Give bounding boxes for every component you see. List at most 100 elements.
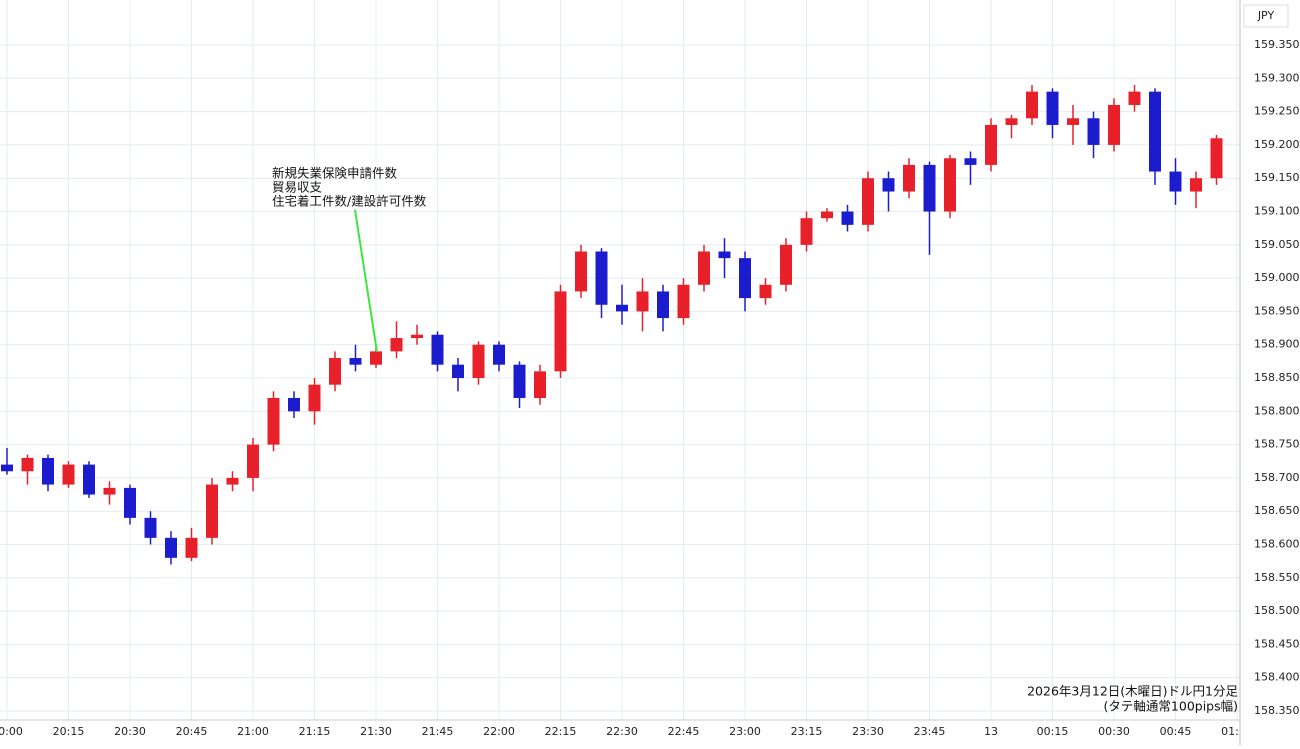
candle-body [677, 284, 690, 319]
candle-body [718, 251, 731, 259]
annotation-line [354, 209, 378, 353]
x-tick-label: 20:15 [53, 725, 85, 738]
candle-body [1149, 91, 1161, 172]
candle-body [882, 178, 895, 192]
candle-body [21, 457, 34, 472]
x-tick-label: 23:45 [914, 725, 946, 738]
candle-body [472, 344, 485, 379]
y-tick-label: 159.250 [1254, 105, 1300, 118]
candle-body [759, 284, 772, 299]
candle-body [739, 258, 751, 299]
y-tick-label: 158.600 [1254, 538, 1300, 551]
candle-body [493, 344, 505, 365]
annotation: 新規失業保険申請件数 [272, 166, 398, 181]
candle-body [1067, 118, 1079, 125]
y-tick-label: 158.850 [1254, 371, 1300, 384]
x-tick-label: 01:00 [1221, 725, 1253, 738]
y-tick-label: 159.000 [1254, 271, 1300, 284]
candle-body [124, 487, 136, 518]
candle-body [226, 477, 239, 485]
candle-body [165, 537, 177, 558]
x-tick-label: 00:15 [1037, 725, 1069, 738]
annotation: 住宅着工件数/建設許可件数 [272, 194, 427, 209]
candle-body [206, 484, 218, 538]
candle-body [42, 457, 54, 485]
candle-body [780, 244, 792, 285]
candle-body [62, 464, 75, 485]
y-tick-label: 158.950 [1254, 304, 1300, 317]
candle-body [431, 334, 444, 365]
candle-body [985, 124, 997, 165]
x-tick-label: 13 [984, 725, 998, 738]
x-tick-label: 22:15 [545, 725, 577, 738]
candle-body [1108, 104, 1120, 145]
candles [1, 84, 1223, 565]
x-tick-label: 20:45 [176, 725, 208, 738]
y-tick-label: 159.050 [1254, 238, 1300, 251]
x-tick-label: 22:45 [668, 725, 700, 738]
candle-body [1, 464, 13, 472]
y-tick-label: 158.750 [1254, 438, 1300, 451]
candle-body [83, 464, 95, 495]
candle-body [103, 487, 116, 495]
candle-body [513, 364, 526, 398]
currency: JPY [1257, 9, 1275, 22]
candle-body [370, 351, 382, 365]
y-tick-label: 159.300 [1254, 71, 1300, 84]
y-tick-label: 159.200 [1254, 138, 1300, 151]
candle-body [1026, 91, 1038, 119]
candle-body [923, 164, 936, 212]
candle-body [411, 334, 423, 339]
y-tick-label: 158.500 [1254, 604, 1300, 617]
x-tick-label: 22:00 [483, 725, 515, 738]
candle-body [862, 178, 874, 225]
x-tick-label: 21:30 [360, 725, 392, 738]
candle-body [1046, 91, 1059, 125]
candle-body [329, 358, 341, 385]
footer: 2026年3月12日(木曜日)ドル円1分足 [1027, 684, 1238, 699]
x-tick-label: 00:45 [1160, 725, 1192, 738]
candle-body [595, 251, 608, 305]
candle-body [800, 218, 813, 245]
y-tick-label: 159.150 [1254, 171, 1300, 184]
y-tick-label: 158.650 [1254, 504, 1300, 517]
footer: (タテ軸通常100pips幅) [1104, 699, 1238, 714]
candle-body [841, 211, 854, 225]
candle-body [657, 291, 669, 319]
candle-body [944, 158, 956, 212]
currency-box [1243, 4, 1289, 28]
candle-body [821, 211, 833, 219]
candle-body [185, 537, 198, 558]
y-tick-label: 158.400 [1254, 671, 1300, 684]
candle-body [554, 291, 567, 372]
candle-body [308, 384, 321, 412]
x-tick-label: 00:30 [1098, 725, 1130, 738]
candle-body [1087, 118, 1100, 145]
candle-body [1005, 118, 1018, 125]
candle-body [452, 364, 464, 379]
candle-body [534, 371, 546, 398]
candle-body [616, 304, 628, 312]
candle-body [698, 251, 710, 285]
y-tick-label: 158.800 [1254, 404, 1300, 417]
candle-body [288, 397, 300, 412]
y-tick-label: 159.100 [1254, 205, 1300, 218]
y-tick-label: 159.350 [1254, 38, 1300, 51]
candle-body [1190, 178, 1202, 192]
x-axis: 20:00 20:15 20:30 20:45 21:00 21:15 21:30 21:45… [0, 725, 1253, 738]
x-tick-label: 20:00 [0, 725, 23, 738]
candle-body [903, 164, 915, 192]
annotation: 貿易収支 [272, 180, 323, 195]
x-tick-label: 23:15 [791, 725, 823, 738]
y-tick-label: 158.550 [1254, 571, 1300, 584]
x-tick-label: 21:00 [237, 725, 269, 738]
candle-body [247, 444, 259, 478]
candle-body [144, 517, 157, 538]
x-tick-label: 22:30 [606, 725, 638, 738]
x-tick-label: 23:30 [852, 725, 884, 738]
y-tick-label: 158.700 [1254, 471, 1300, 484]
x-tick-label: 21:15 [299, 725, 331, 738]
candle-body [1169, 171, 1182, 192]
x-tick-label: 23:00 [729, 725, 761, 738]
